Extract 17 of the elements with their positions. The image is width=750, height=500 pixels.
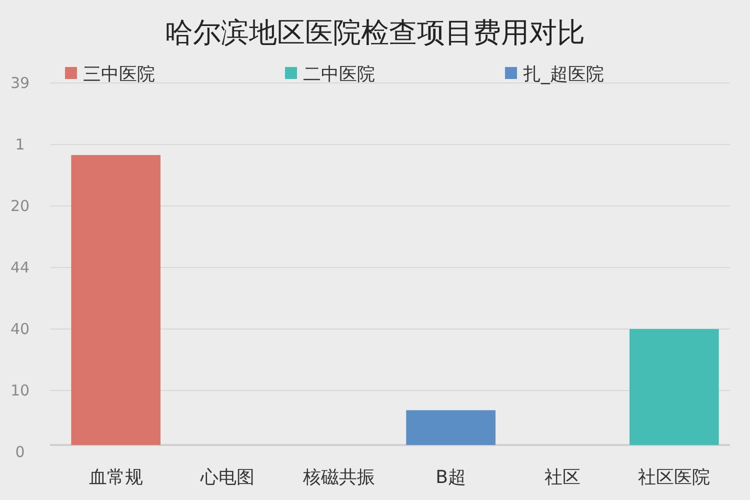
legend-label: 二中医院 <box>303 64 375 85</box>
text: 1 <box>15 136 25 154</box>
legend-label: 三中医院 <box>83 64 155 85</box>
chart-title: 哈尔滨地区医院检查项目费用对比 <box>165 16 585 49</box>
text: 44 <box>10 258 30 276</box>
text: 10 <box>10 382 30 400</box>
text: 39 <box>10 74 30 92</box>
x-tick-label: 心电图 <box>200 467 254 488</box>
x-tick-label: 社区医院 <box>638 467 710 488</box>
x-tick-label: 核磁共振 <box>302 467 376 488</box>
text: 40 <box>10 320 30 338</box>
x-tick-label: B超 <box>436 467 466 488</box>
text: 20 <box>10 197 30 215</box>
text: 0 <box>15 443 25 461</box>
x-tick-label: 社区 <box>544 467 580 488</box>
x-tick-label: 血常规 <box>88 467 143 488</box>
legend-label: 扎_超医院 <box>523 64 604 85</box>
